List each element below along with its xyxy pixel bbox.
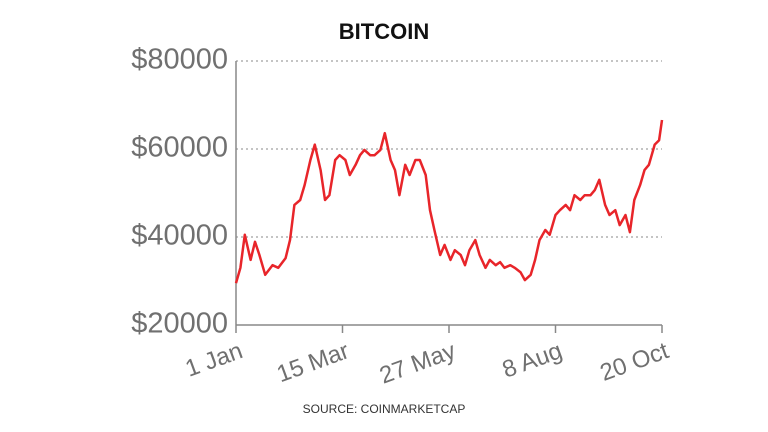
chart-title: BITCOIN xyxy=(339,19,429,44)
x-tick-label: 27 May xyxy=(376,337,459,389)
y-tick-label: $60000 xyxy=(131,132,228,164)
x-tick-label: 15 Mar xyxy=(273,337,352,388)
x-tick-label: 20 Oct xyxy=(597,337,673,387)
line-series xyxy=(234,119,664,284)
source-note: SOURCE: COINMARKETCAP xyxy=(303,402,466,416)
y-tick-label: $40000 xyxy=(131,220,228,252)
y-tick-label: $80000 xyxy=(131,44,228,76)
x-tick-label: 1 Jan xyxy=(182,337,246,382)
y-tick-label: $20000 xyxy=(131,308,228,340)
x-tick-label: 8 Aug xyxy=(499,337,566,383)
